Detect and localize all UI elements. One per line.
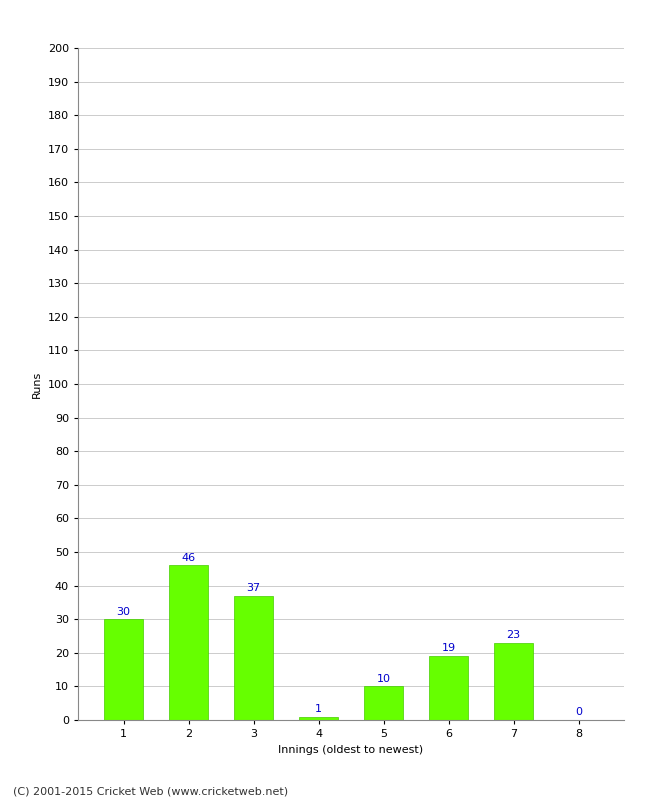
Bar [494,642,533,720]
Bar [429,656,468,720]
Text: 1: 1 [315,704,322,714]
Y-axis label: Runs: Runs [32,370,42,398]
Bar [364,686,403,720]
Text: 19: 19 [441,643,456,654]
Bar [104,619,143,720]
X-axis label: Innings (oldest to newest): Innings (oldest to newest) [278,745,424,754]
Text: 30: 30 [116,606,131,617]
Text: 10: 10 [376,674,391,684]
Text: 0: 0 [575,707,582,718]
Bar [234,596,273,720]
Text: (C) 2001-2015 Cricket Web (www.cricketweb.net): (C) 2001-2015 Cricket Web (www.cricketwe… [13,786,288,796]
Bar [299,717,338,720]
Text: 23: 23 [506,630,521,640]
Bar [169,566,208,720]
Text: 46: 46 [181,553,196,562]
Text: 37: 37 [246,583,261,593]
